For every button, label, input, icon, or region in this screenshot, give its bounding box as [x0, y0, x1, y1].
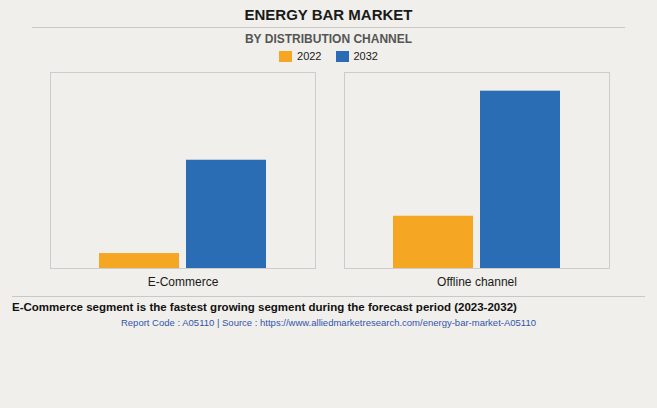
html-text:2032: 2032: [353, 50, 378, 62]
svg-text:Offline channel: Offline channel: [437, 275, 517, 289]
svg-text:E-Commerce: E-Commerce: [147, 275, 218, 289]
html-text:ENERGY BAR MARKET: ENERGY BAR MARKET: [244, 6, 413, 23]
html-text:E-Commerce segment is the fast: E-Commerce segment is the fastest growin…: [12, 301, 517, 313]
html-text:BY DISTRIBUTION CHANNEL: BY DISTRIBUTION CHANNEL: [244, 32, 413, 46]
html-text:2022: 2022: [297, 50, 322, 62]
html-text:Report Code : A05110 | Source: Report Code : A05110 | Source : https://…: [121, 317, 536, 328]
